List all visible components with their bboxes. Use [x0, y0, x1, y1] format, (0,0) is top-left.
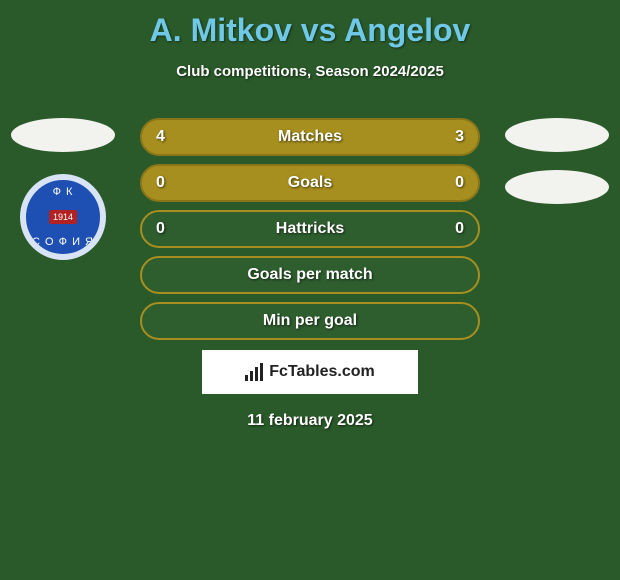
- left-player-column: Ф К 1914 С О Ф И Я: [8, 118, 118, 260]
- stat-label: Goals: [288, 174, 332, 192]
- player-photo-placeholder: [11, 118, 115, 152]
- crest-year: 1914: [49, 210, 77, 224]
- stat-label: Goals per match: [247, 266, 372, 284]
- stat-row-hattricks: 0 Hattricks 0: [140, 210, 480, 248]
- stat-left-value: 4: [156, 128, 186, 146]
- club-crest-placeholder: [505, 170, 609, 204]
- page-subtitle: Club competitions, Season 2024/2025: [0, 63, 620, 80]
- stat-row-matches: 4 Matches 3: [140, 118, 480, 156]
- date-label: 11 february 2025: [140, 412, 480, 430]
- club-crest: Ф К 1914 С О Ф И Я: [20, 174, 106, 260]
- page-title: A. Mitkov vs Angelov: [0, 0, 620, 49]
- stat-row-goals-per-match: Goals per match: [140, 256, 480, 294]
- brand-badge[interactable]: FcTables.com: [202, 350, 418, 394]
- stat-row-min-per-goal: Min per goal: [140, 302, 480, 340]
- brand-text: FcTables.com: [269, 363, 375, 381]
- stat-row-goals: 0 Goals 0: [140, 164, 480, 202]
- stat-right-value: 0: [434, 220, 464, 238]
- stat-left-value: 0: [156, 174, 186, 192]
- stat-label: Min per goal: [263, 312, 357, 330]
- stat-label: Hattricks: [276, 220, 344, 238]
- right-player-column: [502, 118, 612, 222]
- crest-top-text: Ф К: [26, 186, 100, 198]
- stat-label: Matches: [278, 128, 342, 146]
- crest-bottom-text: С О Ф И Я: [26, 236, 100, 248]
- stats-table: 4 Matches 3 0 Goals 0 0 Hattricks 0 Goal…: [140, 118, 480, 430]
- player-photo-placeholder: [505, 118, 609, 152]
- stat-right-value: 3: [434, 128, 464, 146]
- stat-right-value: 0: [434, 174, 464, 192]
- stat-left-value: 0: [156, 220, 186, 238]
- chart-icon: [245, 363, 263, 381]
